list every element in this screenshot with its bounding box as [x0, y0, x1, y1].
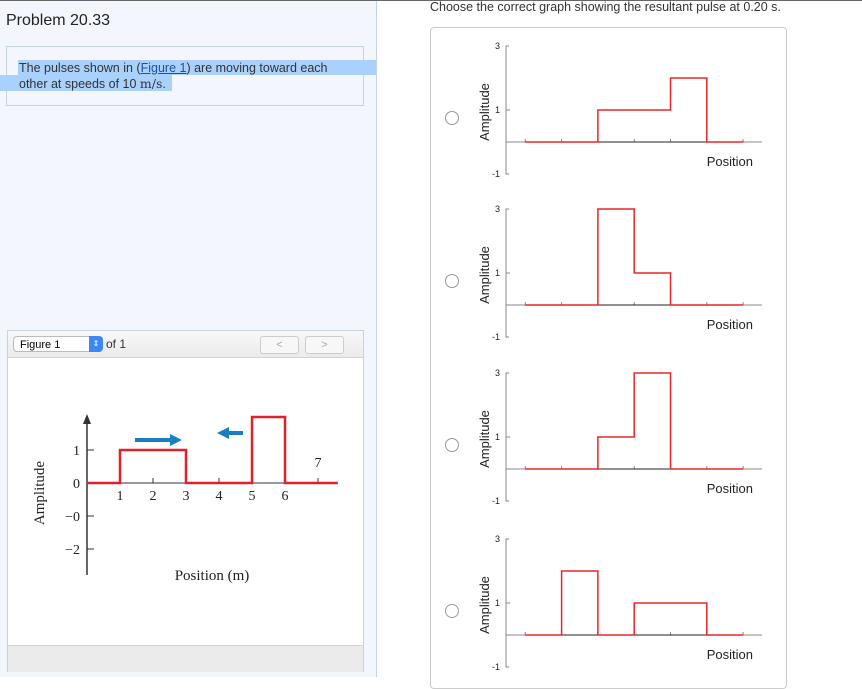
y-axis-arrow-icon	[83, 414, 91, 424]
left-arrow-head	[217, 427, 229, 439]
text: ) are moving toward each other at speeds…	[19, 61, 328, 91]
question-prompt: Choose the correct graph showing the res…	[430, 0, 781, 14]
problem-title: Problem 20.33	[6, 12, 111, 29]
y-axis-label: Amplitude	[32, 461, 48, 526]
y-tick-label: −2	[65, 543, 80, 558]
answer-graphs: 3 1 -1 Amplitude Position 3 1 -1 Amplitude Positi…	[477, 41, 762, 672]
y-tick-label: 1	[73, 444, 80, 459]
y-tick-label: 3	[495, 41, 500, 51]
figure-footer	[8, 645, 363, 672]
y-tick-label: 1	[495, 268, 500, 278]
selection-highlight	[0, 75, 172, 91]
answer-options-card	[430, 27, 787, 689]
y-tick-label: 3	[495, 534, 500, 544]
x-tick-label: 1	[117, 489, 124, 504]
x-tick-label: 2	[150, 489, 157, 504]
y-tick-label: 3	[495, 368, 500, 378]
y-tick-label: 0	[73, 477, 80, 492]
y-axis-label: Amplitude	[477, 246, 492, 304]
y-tick-label: −0	[65, 510, 80, 525]
y-tick-label: -1	[492, 169, 500, 179]
y-axis-label: Amplitude	[477, 410, 492, 468]
y-tick-label: 1	[495, 598, 500, 608]
top-border	[0, 0, 862, 1]
figure-count: of 1	[106, 337, 127, 351]
resultant-pulse-line	[525, 208, 744, 306]
selection-highlight	[18, 60, 376, 75]
updown-chevron-icon: ⇕	[89, 336, 103, 352]
x-tick-label: 7	[315, 456, 322, 471]
y-tick-label: 1	[495, 105, 500, 115]
resultant-pulse-line	[525, 570, 744, 636]
resultant-pulse-line	[525, 77, 744, 143]
option-4-radio[interactable]	[445, 604, 459, 618]
option-1-radio[interactable]	[445, 111, 459, 125]
option-graph-2: 3 1 -1 Amplitude Position	[477, 204, 762, 342]
unit: m/s	[139, 76, 163, 91]
figure-toolbar: Figure 1 ⇕ of 1 < >	[8, 331, 363, 358]
x-axis-label: Position	[707, 647, 753, 662]
option-2-radio[interactable]	[445, 274, 459, 288]
y-tick-label: -1	[492, 662, 500, 672]
option-graph-1: 3 1 -1 Amplitude Position	[477, 41, 762, 179]
prev-figure-button[interactable]: <	[260, 336, 299, 354]
x-axis-label: Position	[707, 481, 753, 496]
text: The pulses shown in (	[19, 61, 141, 75]
y-tick-label: 1	[495, 432, 500, 442]
y-axis-label: Amplitude	[477, 83, 492, 141]
next-figure-button[interactable]: >	[305, 336, 344, 354]
text: .	[162, 77, 166, 91]
resultant-pulse-line	[525, 372, 744, 470]
option-graph-4: 3 1 -1 Amplitude Position	[477, 534, 762, 672]
figure-1-graph: 1 0 −0 −2 1 2 3 4 5 6 7 Amplitude Position (m)	[32, 414, 338, 584]
option-graph-3: 3 1 -1 Amplitude Position	[477, 368, 762, 506]
x-tick-label: 5	[249, 489, 256, 504]
y-tick-label: -1	[492, 496, 500, 506]
y-axis-label: Amplitude	[477, 576, 492, 634]
x-axis-label: Position (m)	[175, 568, 250, 584]
x-tick-label: 4	[216, 489, 223, 504]
problem-text: The pulses shown in (Figure 1) are movin…	[19, 60, 359, 92]
figure-panel: Figure 1 ⇕ of 1 < >	[7, 330, 364, 672]
option-3-radio[interactable]	[445, 438, 459, 452]
x-axis-label: Position	[707, 154, 753, 169]
y-tick-label: -1	[492, 332, 500, 342]
x-tick-label: 3	[183, 489, 190, 504]
figure-selector[interactable]: Figure 1 ⇕	[13, 336, 103, 352]
x-axis-label: Position	[707, 317, 753, 332]
x-tick-label: 6	[282, 489, 289, 504]
figure-link[interactable]: Figure 1	[140, 61, 187, 75]
y-tick-label: 3	[495, 204, 500, 214]
pulse-waveform	[87, 415, 338, 485]
right-arrow-head	[170, 434, 182, 446]
figure-selector-value: Figure 1	[20, 339, 61, 351]
